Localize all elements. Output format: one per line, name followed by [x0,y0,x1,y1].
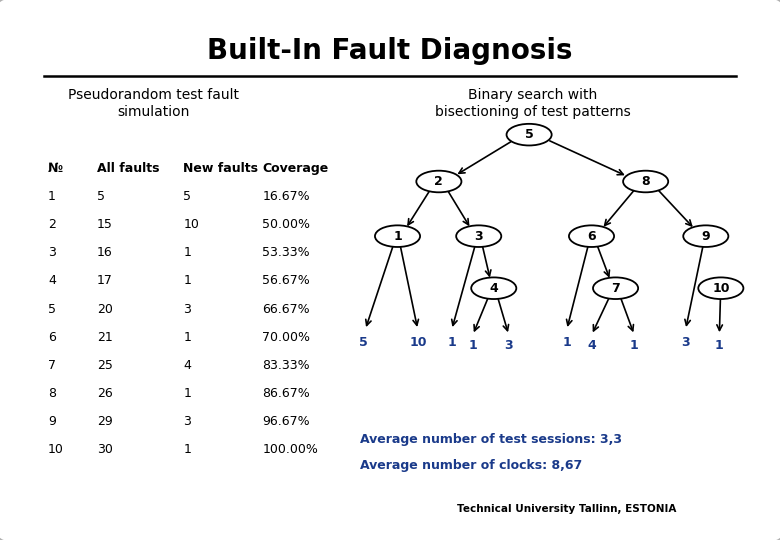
Text: 3: 3 [681,336,690,349]
Text: 8: 8 [48,387,56,400]
Text: 1: 1 [48,190,55,203]
Ellipse shape [593,278,638,299]
Text: 7: 7 [612,282,620,295]
Ellipse shape [569,225,614,247]
Text: 30: 30 [97,443,112,456]
Text: 3: 3 [48,246,55,259]
Text: Binary search with
bisectioning of test patterns: Binary search with bisectioning of test … [435,89,631,118]
Ellipse shape [456,225,502,247]
Text: 1: 1 [183,387,191,400]
Text: 1: 1 [393,230,402,242]
Text: Built-In Fault Diagnosis: Built-In Fault Diagnosis [207,37,573,65]
Text: 20: 20 [97,302,112,315]
Text: 25: 25 [97,359,112,372]
Text: 3: 3 [505,339,513,352]
Text: 1: 1 [183,443,191,456]
Ellipse shape [698,278,743,299]
Text: 5: 5 [97,190,105,203]
Text: 50.00%: 50.00% [262,218,310,231]
Text: New faults: New faults [183,162,258,175]
Text: 2: 2 [48,218,55,231]
Text: 1: 1 [183,330,191,343]
Text: 2: 2 [434,175,443,188]
Text: Pseudorandom test fault
simulation: Pseudorandom test fault simulation [68,89,239,118]
Text: 83.33%: 83.33% [262,359,310,372]
Ellipse shape [375,225,420,247]
Ellipse shape [506,124,551,145]
Text: 10: 10 [48,443,64,456]
Text: 9: 9 [701,230,710,242]
Text: №: № [48,162,63,175]
Text: 3: 3 [183,415,191,428]
Text: 86.67%: 86.67% [262,387,310,400]
Text: 16: 16 [97,246,112,259]
Text: 15: 15 [97,218,112,231]
Text: Technical University Tallinn, ESTONIA: Technical University Tallinn, ESTONIA [457,504,676,515]
Text: 3: 3 [474,230,483,242]
Text: 70.00%: 70.00% [262,330,310,343]
Text: 4: 4 [489,282,498,295]
Text: Average number of test sessions: 3,3: Average number of test sessions: 3,3 [360,433,622,446]
Text: 66.67%: 66.67% [262,302,310,315]
Text: 29: 29 [97,415,112,428]
Text: 1: 1 [630,339,639,352]
Text: 1: 1 [468,339,477,352]
Text: 5: 5 [183,190,191,203]
Text: 4: 4 [183,359,191,372]
Text: 96.67%: 96.67% [262,415,310,428]
Text: Coverage: Coverage [262,162,328,175]
Ellipse shape [683,225,729,247]
Text: 10: 10 [712,282,729,295]
Ellipse shape [623,171,668,192]
Text: 5: 5 [360,336,368,349]
Text: 9: 9 [48,415,55,428]
Text: 17: 17 [97,274,112,287]
Text: 1: 1 [562,336,571,349]
Ellipse shape [471,278,516,299]
Text: 1: 1 [183,246,191,259]
Text: 5: 5 [48,302,56,315]
Text: 21: 21 [97,330,112,343]
Text: Average number of clocks: 8,67: Average number of clocks: 8,67 [360,458,582,472]
Text: 10: 10 [409,336,427,349]
Text: 10: 10 [183,218,199,231]
Text: 7: 7 [48,359,56,372]
Text: 4: 4 [48,274,55,287]
Text: All faults: All faults [97,162,159,175]
Text: 100.00%: 100.00% [262,443,318,456]
Text: 16.67%: 16.67% [262,190,310,203]
Text: 8: 8 [641,175,650,188]
Text: 6: 6 [48,330,55,343]
Text: 1: 1 [715,339,724,352]
Text: 56.67%: 56.67% [262,274,310,287]
Text: 4: 4 [587,339,596,352]
Text: 26: 26 [97,387,112,400]
Text: 1: 1 [183,274,191,287]
Ellipse shape [417,171,462,192]
Text: 3: 3 [183,302,191,315]
Text: 5: 5 [525,128,534,141]
Text: 53.33%: 53.33% [262,246,310,259]
Text: 1: 1 [447,336,456,349]
Text: 6: 6 [587,230,596,242]
